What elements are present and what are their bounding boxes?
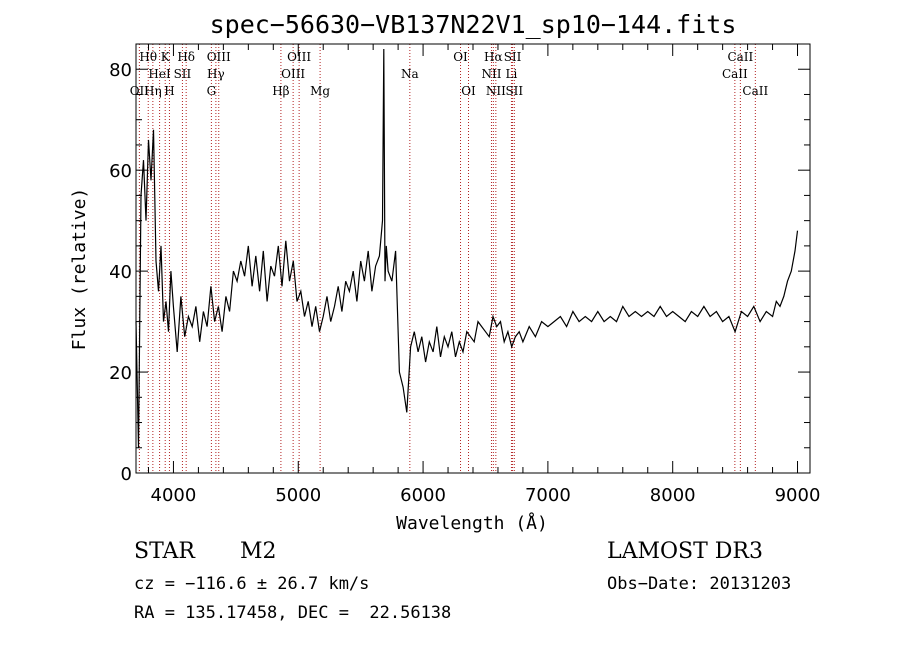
line-label-12: OIII	[281, 67, 305, 81]
line-label-19: Hα	[484, 50, 503, 64]
survey-name: LAMOST DR3	[607, 539, 763, 564]
y-axis-label: Flux (relative)	[69, 188, 90, 351]
redshift-velocity: cz = −116.6 ± 26.7 km/s	[134, 574, 370, 594]
line-label-20: NII	[486, 84, 506, 98]
x-axis-label: Wavelength (Å)	[396, 512, 548, 534]
line-label-24: CaII	[722, 67, 748, 81]
y-tick-label-3: 60	[109, 161, 132, 182]
line-label-5: H	[164, 84, 174, 98]
chart-title: spec−56630−VB137N22V1_sp10−144.fits	[210, 10, 737, 39]
x-tick-label-0: 4000	[151, 485, 197, 506]
coordinates: RA = 135.17458, DEC = 22.56138	[134, 603, 452, 623]
line-label-3: HeI	[148, 67, 171, 81]
x-tick-label-5: 9000	[775, 485, 821, 506]
spectrum-line	[135, 48, 799, 448]
x-tick-label-2: 6000	[400, 485, 446, 506]
spectral-line-labels: OIIHθHηHeIKHSIIHδGHγOIIIHβOIIIOIIIMgNaOI…	[130, 50, 769, 98]
plot-frame	[135, 43, 811, 474]
line-label-7: Hδ	[177, 50, 195, 64]
x-tick-label-3: 7000	[525, 485, 571, 506]
y-tick-label-1: 20	[109, 363, 132, 384]
line-label-18: NII	[481, 67, 501, 81]
line-label-22: SII	[504, 50, 522, 64]
line-label-10: OIII	[207, 50, 231, 64]
line-label-0: OII	[130, 84, 150, 98]
line-label-26: CaII	[742, 84, 768, 98]
x-tick-label-1: 5000	[275, 485, 321, 506]
x-tick-label-4: 8000	[650, 485, 696, 506]
y-axis-ticks: 0 20 40 60 80	[109, 60, 810, 485]
y-tick-label-4: 80	[109, 60, 132, 81]
line-label-16: OI	[453, 50, 468, 64]
line-label-21: Li	[506, 67, 518, 81]
line-label-2: Hη	[144, 84, 162, 98]
line-label-11: Hβ	[272, 84, 289, 98]
line-label-6: SII	[174, 67, 192, 81]
line-label-1: Hθ	[139, 50, 157, 64]
line-label-9: Hγ	[207, 67, 225, 81]
x-axis-ticks: 4000 5000 6000 7000 8000 9000	[147, 44, 821, 506]
spectral-line-markers	[138, 44, 756, 473]
observation-date: Obs−Date: 20131203	[607, 574, 792, 594]
line-label-23: SII	[505, 84, 523, 98]
y-tick-label-2: 40	[109, 262, 132, 283]
line-label-25: CaII	[727, 50, 753, 64]
object-class: STAR	[134, 539, 195, 564]
line-label-14: Mg	[310, 84, 330, 98]
line-label-17: OI	[461, 84, 476, 98]
y-tick-label-0: 0	[121, 464, 132, 485]
line-label-8: G	[207, 84, 217, 98]
line-label-4: K	[161, 50, 171, 64]
line-label-15: Na	[401, 67, 419, 81]
line-label-13: OIII	[287, 50, 311, 64]
object-subclass: M2	[240, 539, 277, 564]
